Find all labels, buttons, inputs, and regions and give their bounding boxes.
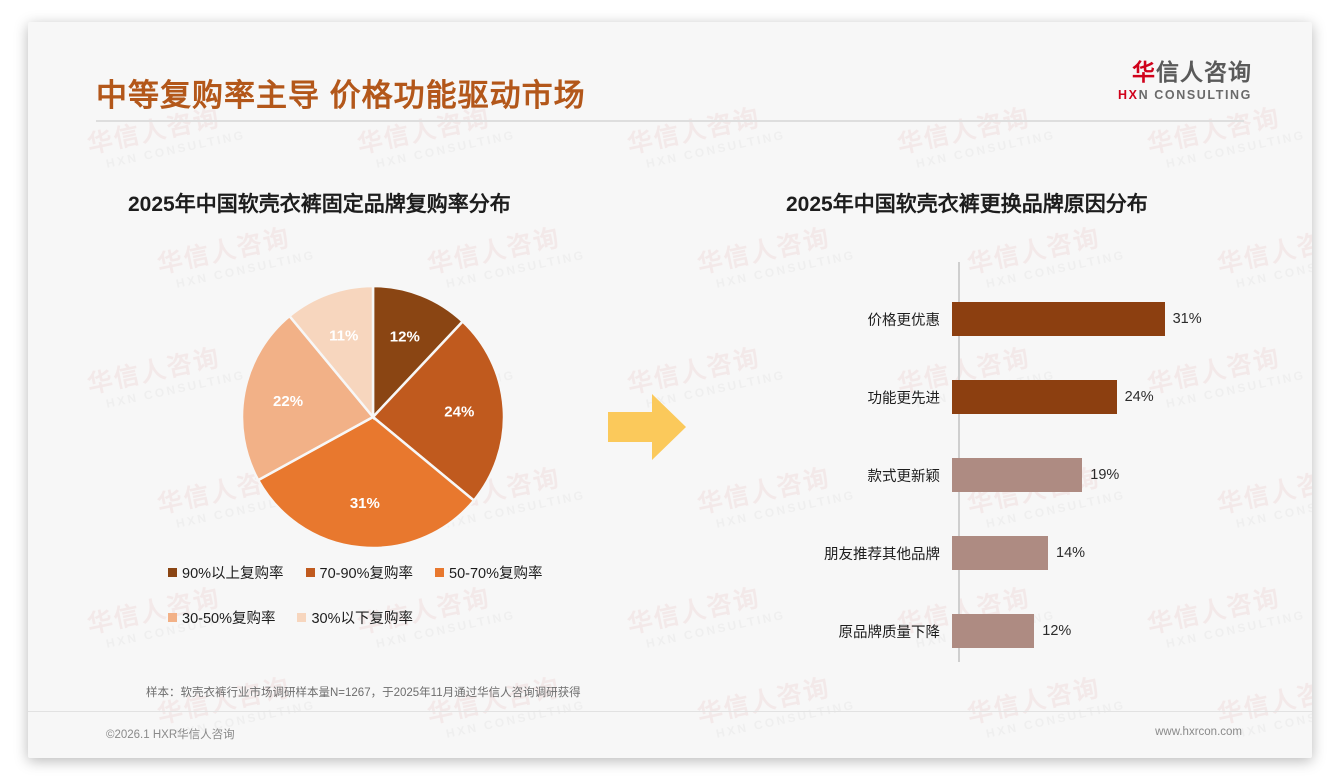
pie-chart: 12% 24% 31% 22% 11%	[240, 284, 506, 550]
legend-item[interactable]: 90%以上复购率	[168, 562, 284, 583]
slide: 华信人咨询 HXN CONSULTING 华信人咨询 HXN CONSULTING 华信…	[28, 22, 1312, 758]
pie-slice-label: 12%	[390, 329, 420, 346]
bar-chart-row: 原品牌质量下降 12%	[786, 614, 1266, 648]
header-divider	[96, 120, 1244, 122]
logo-cn-rest: 信人咨询	[1156, 59, 1252, 85]
bar-category-label: 朋友推荐其他品牌	[824, 546, 940, 563]
bar-fill[interactable]	[952, 536, 1048, 570]
footer-copyright: ©2026.1 HXR华信人咨询	[106, 729, 235, 741]
bar-value-label: 14%	[1056, 545, 1086, 561]
bar-value-label: 12%	[1042, 623, 1072, 639]
slide-header: 中等复购率主导 价格功能驱动市场 华信人咨询 HXN CONSULTING	[28, 22, 1312, 132]
page-title: 中等复购率主导 价格功能驱动市场	[96, 78, 586, 113]
legend-item[interactable]: 70-90%复购率	[305, 562, 414, 583]
bar-category-label: 功能更先进	[867, 390, 941, 407]
logo-en-rest: N CONSULTING	[1138, 88, 1252, 103]
logo-en-accent: HX	[1118, 88, 1139, 103]
flow-arrow-icon	[606, 390, 688, 469]
bar-value-label: 19%	[1090, 467, 1120, 483]
legend-label: 70-90%复购率	[319, 566, 414, 582]
pie-chart-svg: 12% 24% 31% 22% 11%	[240, 284, 506, 550]
bar-value-label: 24%	[1124, 389, 1154, 405]
pie-slice-label: 24%	[444, 404, 474, 421]
legend-item[interactable]: 50-70%复购率	[435, 562, 543, 583]
legend-item[interactable]: 30%以下复购率	[297, 607, 413, 628]
pie-slice-label: 22%	[273, 393, 303, 410]
brand-logo: 华信人咨询 HXN CONSULTING	[1118, 59, 1252, 102]
bar-chart: 价格更优惠 31% 功能更先进 24% 款式更新颖 19% 朋友推荐其他品牌 14% 原品牌质量…	[786, 262, 1266, 662]
logo-cn-accent: 华	[1132, 59, 1156, 85]
legend-row: 30-50%复购率 30%以下复购率	[168, 607, 588, 628]
bar-value-label: 31%	[1172, 311, 1202, 327]
slide-content: 2025年中国软壳衣裤固定品牌复购率分布 2025年中国软壳衣裤更换品牌原因分布…	[28, 132, 1312, 672]
bar-chart-row: 朋友推荐其他品牌 14%	[786, 536, 1266, 570]
legend-swatch-icon	[168, 568, 177, 577]
legend-item[interactable]: 30-50%复购率	[168, 607, 275, 628]
source-note: 样本：软壳衣裤行业市场调研样本量N=1267，于2025年11月通过华信人咨询调…	[146, 687, 581, 699]
pie-slice	[371, 284, 465, 421]
bar-category-label: 款式更新颖	[867, 468, 941, 485]
bar-fill[interactable]	[952, 458, 1083, 492]
logo-chinese-text: 华信人咨询	[1118, 59, 1252, 85]
slide-footer: ©2026.1 HXR华信人咨询 www.hxrcon.com	[28, 711, 1312, 758]
bar-fill[interactable]	[952, 380, 1117, 414]
pie-slice	[256, 415, 476, 550]
pie-chart-title: 2025年中国软壳衣裤固定品牌复购率分布	[128, 193, 511, 216]
bar-chart-row: 功能更先进 24%	[786, 380, 1266, 414]
legend-swatch-icon	[168, 613, 177, 622]
bar-chart-row: 款式更新颖 19%	[786, 458, 1266, 492]
pie-slice-label: 31%	[350, 495, 380, 512]
legend-label: 90%以上复购率	[182, 566, 284, 582]
bar-chart-row: 价格更优惠 31%	[786, 302, 1266, 336]
legend-swatch-icon	[305, 568, 315, 577]
pie-slice	[371, 319, 506, 503]
bar-chart-title: 2025年中国软壳衣裤更换品牌原因分布	[786, 193, 1148, 216]
legend-label: 30-50%复购率	[182, 611, 276, 627]
bar-category-label: 原品牌质量下降	[838, 624, 941, 641]
legend-swatch-icon	[297, 613, 307, 622]
bar-fill[interactable]	[952, 614, 1035, 648]
pie-chart-legend: 90%以上复购率 70-90%复购率 50-70%复购率 30-50%复购率 30%以下…	[168, 562, 588, 652]
bar-category-label: 价格更优惠	[867, 312, 941, 329]
arrow-right-icon	[608, 394, 686, 460]
legend-swatch-icon	[435, 568, 445, 577]
pie-slice	[240, 314, 375, 482]
bar-fill[interactable]	[952, 302, 1165, 336]
pie-slice-label: 11%	[329, 328, 358, 345]
logo-english-text: HXN CONSULTING	[1118, 88, 1252, 102]
pie-slice	[287, 284, 375, 421]
legend-label: 30%以下复购率	[311, 611, 414, 627]
legend-label: 50-70%复购率	[449, 566, 543, 582]
footer-website: www.hxrcon.com	[1155, 726, 1242, 738]
legend-row: 90%以上复购率 70-90%复购率 50-70%复购率	[168, 562, 588, 583]
